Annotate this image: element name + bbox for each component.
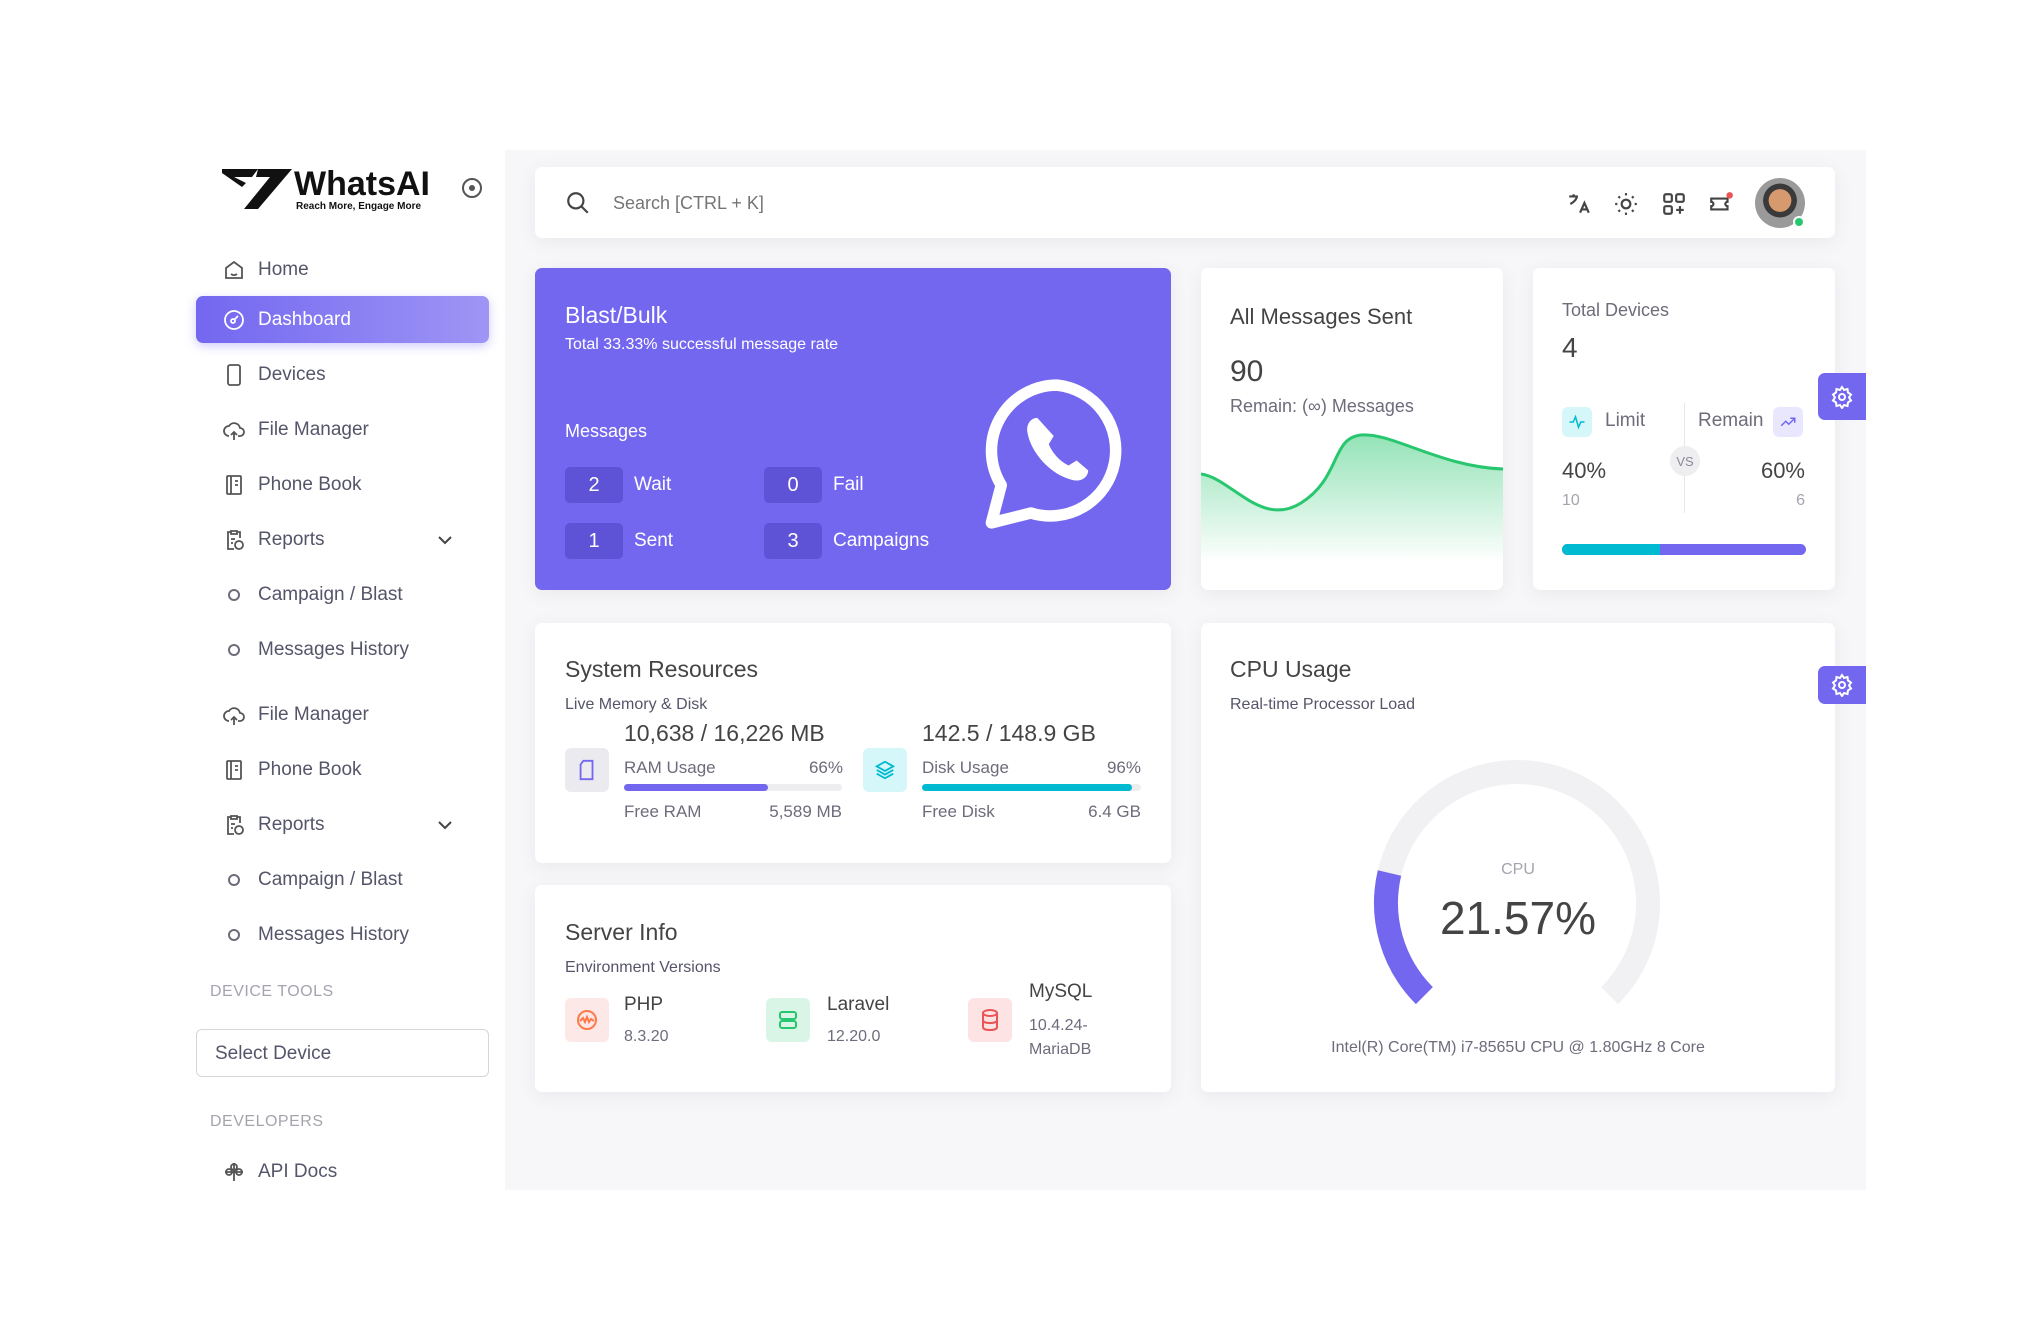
settings-button[interactable] (1818, 373, 1866, 420)
blast-card: Blast/Bulk Total 33.33% successful messa… (535, 268, 1171, 590)
system-resources-card: System Resources Live Memory & Disk 10,6… (535, 623, 1171, 863)
home-icon (225, 260, 243, 279)
logo-mark-icon (222, 169, 292, 209)
gear-icon (1831, 673, 1853, 697)
top-bar (535, 167, 1835, 238)
gauge-fill (1374, 870, 1434, 1005)
stat-wait-count: 2 (565, 467, 623, 503)
sidebar-item-reports[interactable]: Reports (196, 801, 489, 848)
sidebar-item-messages-history[interactable]: Messages History (196, 911, 489, 958)
online-status (1793, 216, 1805, 228)
smartphone-icon (227, 363, 241, 386)
clipboard-clock-icon (227, 529, 244, 550)
gauge-track (1374, 760, 1660, 1005)
search-icon[interactable] (565, 190, 591, 216)
circle-icon (228, 643, 240, 656)
logo[interactable]: WhatsAI Reach More, Engage More (222, 165, 442, 215)
sidebar-item-campaign-blast[interactable]: Campaign / Blast (196, 571, 489, 618)
stat-label: Sent (634, 530, 674, 551)
cloud-upload-icon (223, 706, 245, 725)
server-info-card: Server Info Environment Versions PHP 8.3… (535, 885, 1171, 1092)
dashboard-icon (224, 309, 244, 330)
layers-icon (863, 748, 907, 792)
sidebar-item-messages-history[interactable]: Messages History (196, 626, 489, 673)
stat-sent-count: 1 (565, 523, 623, 559)
cpu-gauge (1374, 760, 1660, 1005)
section-developers: DEVELOPERS (210, 1113, 324, 1130)
cpu-usage-card: CPU Usage Real-time Processor Load CPU 2… (1201, 623, 1835, 1092)
stat-label: Campaigns (833, 530, 930, 551)
chevron-down-icon[interactable] (433, 813, 457, 837)
devices-progress (1562, 544, 1806, 555)
circle-icon (228, 928, 240, 941)
avatar[interactable] (1755, 178, 1805, 228)
chevron-down-icon[interactable] (433, 528, 457, 552)
sidebar: WhatsAI Reach More, Engage More Home Dash… (194, 150, 505, 1190)
sidebar-item-dashboard[interactable]: Dashboard (196, 296, 489, 343)
sidebar-item-devices[interactable]: Devices (196, 351, 489, 398)
settings-button[interactable] (1818, 666, 1866, 704)
total-devices-card: Total Devices 4 Limit Remain 40% 60% VS … (1533, 268, 1835, 590)
grid-plus-icon[interactable] (1661, 191, 1687, 217)
sidebar-item-file-manager[interactable]: File Manager (196, 406, 489, 453)
ram-progress (624, 784, 842, 791)
cloud-upload-icon (223, 421, 245, 440)
trend-up-icon (1773, 407, 1803, 437)
notification-icon[interactable] (1708, 191, 1734, 217)
stat-label: Fail (833, 474, 864, 495)
sidebar-item-api-docs[interactable]: API Docs (196, 1148, 489, 1195)
memory-card-icon (565, 748, 609, 792)
php-icon (565, 998, 609, 1042)
api-icon (225, 1162, 243, 1181)
section-device-tools: DEVICE TOOLS (210, 983, 334, 1000)
stat-label: Wait (634, 474, 672, 495)
sidebar-item-reports[interactable]: Reports (196, 516, 489, 563)
server-icon (766, 998, 810, 1042)
select-device[interactable]: Select Device (196, 1029, 489, 1077)
book-icon (226, 759, 242, 780)
circle-icon (228, 588, 240, 601)
book-icon (226, 474, 242, 495)
vs-badge: VS (1670, 446, 1700, 476)
sidebar-item-campaign-blast[interactable]: Campaign / Blast (196, 856, 489, 903)
sidebar-toggle-icon[interactable] (460, 176, 484, 200)
limit-icon (1562, 407, 1592, 437)
gear-icon (1831, 384, 1853, 409)
sidebar-item-phone-book[interactable]: Phone Book (196, 746, 489, 793)
sidebar-item-file-manager[interactable]: File Manager (196, 691, 489, 738)
sidebar-item-phone-book[interactable]: Phone Book (196, 461, 489, 508)
clipboard-clock-icon (227, 814, 244, 835)
all-messages-card: All Messages Sent 90 Remain: (∞) Message… (1201, 268, 1503, 590)
translate-icon[interactable] (1566, 191, 1592, 217)
stat-campaigns-count: 3 (764, 523, 822, 559)
sidebar-item-home[interactable]: Home (196, 246, 489, 293)
whatsapp-icon (985, 379, 1122, 529)
stat-fail-count: 0 (764, 467, 822, 503)
search-input[interactable] (613, 185, 1213, 221)
disk-progress (922, 784, 1141, 791)
circle-icon (228, 873, 240, 886)
sun-icon[interactable] (1613, 191, 1639, 217)
messages-sparkline (1201, 433, 1503, 563)
database-icon (968, 998, 1012, 1042)
